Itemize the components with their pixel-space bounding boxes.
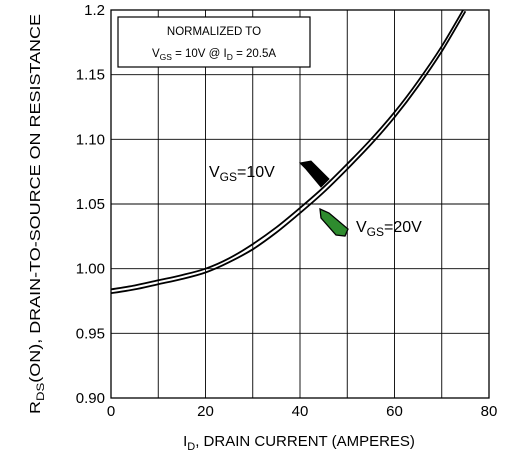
x-tick-labels: 0 20 40 60 80 [107,403,498,420]
y-tick-label: 1.05 [76,196,105,213]
y-tick-labels: 0.90 0.95 1.00 1.05 1.10 1.15 1.2 [76,2,105,407]
series-line-vgs10 [111,10,465,291]
y-tick-label: 1.10 [76,131,105,148]
arrow-vgs10-icon [298,160,330,188]
plot-frame [110,9,490,399]
series-label-vgs10: VGS=10V [209,160,330,188]
x-tick-label: 40 [292,403,309,420]
x-tick-label: 60 [386,403,403,420]
y-tick-label: 1.15 [76,67,105,84]
series-label-vgs20: VGS=20V [319,207,422,239]
x-tick-label: 80 [481,403,498,420]
arrow-vgs20-icon [319,207,349,237]
series-label-vgs20-text: VGS=20V [356,219,422,239]
y-tick-label: 0.90 [76,390,105,407]
curves [111,10,467,295]
x-axis-title: ID, DRAIN CURRENT (AMPERES) [183,433,415,453]
series-label-vgs10-text: VGS=10V [209,164,275,184]
note-line1: NORMALIZED TO [167,26,261,38]
grid [111,10,489,398]
normalization-note: NORMALIZED TO VGS = 10V @ ID = 20.5A [117,16,311,68]
note-box [117,16,311,68]
series-line-vgs20 [111,10,467,295]
y-axis-title: RDS(ON), DRAIN-TO-SOURCE ON RESISTANCE [27,14,47,414]
y-tick-label: 0.95 [76,325,105,342]
x-tick-label: 20 [197,403,214,420]
note-line2: VGS = 10V @ ID = 20.5A [152,48,276,62]
x-tick-label: 0 [107,403,115,420]
y-tick-label: 1.00 [76,261,105,278]
y-tick-label: 1.2 [84,2,105,19]
